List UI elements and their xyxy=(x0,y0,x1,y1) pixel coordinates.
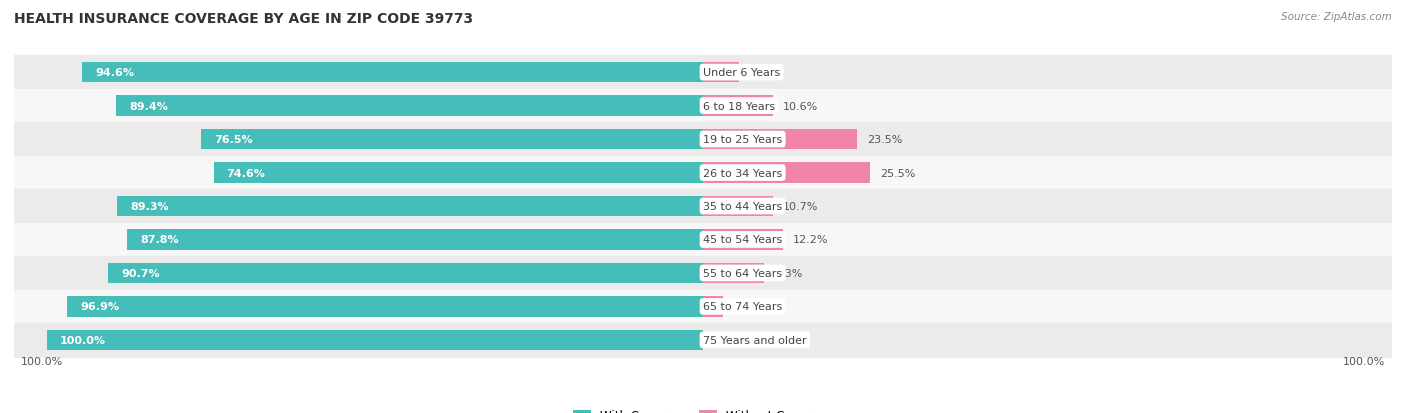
Text: 75 Years and older: 75 Years and older xyxy=(703,335,807,345)
Bar xyxy=(703,96,772,117)
Text: 23.5%: 23.5% xyxy=(868,135,903,145)
Text: 87.8%: 87.8% xyxy=(141,235,179,245)
Bar xyxy=(703,196,773,217)
Text: 9.3%: 9.3% xyxy=(773,268,803,278)
Bar xyxy=(14,290,1392,323)
Bar xyxy=(703,230,783,250)
Text: 76.5%: 76.5% xyxy=(214,135,253,145)
Bar xyxy=(703,129,858,150)
Text: 90.7%: 90.7% xyxy=(121,268,160,278)
Bar xyxy=(108,263,703,284)
Text: 100.0%: 100.0% xyxy=(21,356,63,366)
Text: 55 to 64 Years: 55 to 64 Years xyxy=(703,268,782,278)
Text: 5.5%: 5.5% xyxy=(749,68,778,78)
Text: 6 to 18 Years: 6 to 18 Years xyxy=(703,101,775,112)
Text: 35 to 44 Years: 35 to 44 Years xyxy=(703,202,782,211)
Text: 26 to 34 Years: 26 to 34 Years xyxy=(703,168,782,178)
Bar xyxy=(214,163,703,183)
Text: 45 to 54 Years: 45 to 54 Years xyxy=(703,235,782,245)
Bar xyxy=(14,157,1392,190)
Text: 89.4%: 89.4% xyxy=(129,101,169,112)
Text: HEALTH INSURANCE COVERAGE BY AGE IN ZIP CODE 39773: HEALTH INSURANCE COVERAGE BY AGE IN ZIP … xyxy=(14,12,474,26)
Text: 74.6%: 74.6% xyxy=(226,168,266,178)
Text: 94.6%: 94.6% xyxy=(96,68,135,78)
Bar xyxy=(14,123,1392,157)
Bar xyxy=(14,223,1392,256)
Text: 65 to 74 Years: 65 to 74 Years xyxy=(703,301,782,312)
Text: 19 to 25 Years: 19 to 25 Years xyxy=(703,135,782,145)
Bar xyxy=(83,63,703,83)
Bar xyxy=(14,323,1392,357)
Bar xyxy=(117,96,703,117)
Bar xyxy=(67,296,703,317)
Text: 100.0%: 100.0% xyxy=(1343,356,1385,366)
Text: 10.7%: 10.7% xyxy=(783,202,818,211)
Text: 3.1%: 3.1% xyxy=(733,301,762,312)
Bar xyxy=(703,296,723,317)
Text: Under 6 Years: Under 6 Years xyxy=(703,68,780,78)
Bar xyxy=(14,90,1392,123)
Text: 89.3%: 89.3% xyxy=(131,202,169,211)
Text: 0.0%: 0.0% xyxy=(713,335,741,345)
Bar xyxy=(201,129,703,150)
Bar xyxy=(14,190,1392,223)
Text: 25.5%: 25.5% xyxy=(880,168,915,178)
Text: 12.2%: 12.2% xyxy=(793,235,828,245)
Bar xyxy=(14,56,1392,90)
Bar xyxy=(117,196,703,217)
Bar xyxy=(703,63,740,83)
Text: 96.9%: 96.9% xyxy=(80,301,120,312)
Text: 10.6%: 10.6% xyxy=(782,101,818,112)
Legend: With Coverage, Without Coverage: With Coverage, Without Coverage xyxy=(568,404,838,413)
Text: 100.0%: 100.0% xyxy=(60,335,105,345)
Bar xyxy=(14,256,1392,290)
Bar xyxy=(127,230,703,250)
Bar xyxy=(703,163,870,183)
Bar xyxy=(46,330,703,350)
Bar xyxy=(703,263,763,284)
Text: Source: ZipAtlas.com: Source: ZipAtlas.com xyxy=(1281,12,1392,22)
